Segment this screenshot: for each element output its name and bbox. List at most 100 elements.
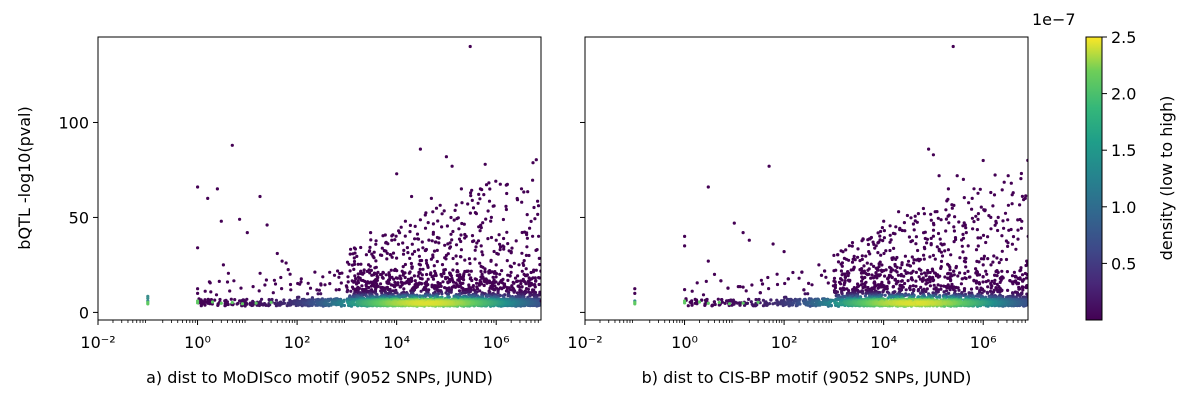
data-point [726,286,730,290]
data-point [949,279,953,283]
data-point [450,285,454,289]
data-point [765,301,769,305]
data-point [961,232,965,236]
data-point [475,241,479,245]
data-point [520,251,524,255]
data-point [884,268,888,272]
data-point [907,235,912,239]
data-point [466,202,470,206]
data-point [356,272,360,276]
data-point [395,256,399,260]
data-point [299,280,303,284]
data-point [410,194,414,199]
data-point [273,282,278,286]
data-point [369,238,373,242]
data-point [975,273,980,277]
data-point [888,240,892,244]
data-point [537,234,541,238]
data-point [348,252,352,256]
data-point [474,245,478,249]
data-point [426,277,430,281]
data-point [929,236,933,240]
data-point [410,266,414,270]
data-point [847,279,852,283]
data-point [451,280,456,284]
data-point [444,155,448,159]
data-point [1024,194,1028,198]
data-point [919,268,923,272]
data-point [919,272,924,276]
data-point [470,198,474,202]
data-point [1006,218,1010,222]
data-point [944,217,949,221]
data-point [992,254,996,258]
data-point [975,286,979,290]
data-point [477,192,481,196]
data-point [1018,203,1022,207]
data-point [352,259,357,264]
data-point [262,302,267,306]
data-point [416,237,421,241]
data-point [506,273,510,277]
data-point [505,191,509,196]
data-point [369,231,373,235]
data-point [538,276,541,280]
data-point [401,241,405,245]
data-point [464,288,468,292]
data-point [460,201,464,205]
data-point [989,227,993,231]
data-point [534,158,538,162]
data-point [903,229,907,233]
data-point [823,269,827,273]
data-point [967,275,972,279]
data-point [353,274,357,278]
data-point [974,281,979,285]
data-point [498,272,502,276]
data-point [494,238,498,242]
data-point [428,272,433,276]
data-point [454,243,459,247]
data-point [416,248,420,252]
data-point [773,301,777,305]
data-point [909,271,913,275]
data-point [686,304,690,308]
data-point [932,223,936,227]
data-point [961,250,965,254]
data-point [442,209,446,213]
data-point [962,289,967,293]
data-point [534,248,538,252]
data-point [871,276,876,280]
data-point [982,257,986,261]
data-point [486,209,490,213]
data-point [417,271,421,275]
data-point [860,239,864,243]
data-point [1007,228,1011,232]
data-point [761,298,766,302]
data-point [352,267,356,271]
data-point [288,272,292,276]
data-point [767,302,772,306]
data-point [196,291,200,295]
data-point [883,293,887,297]
data-point [895,270,899,274]
data-point [430,275,434,279]
data-point [443,243,447,247]
data-point [459,248,463,252]
data-point [317,288,321,292]
data-point [950,282,954,286]
data-point [908,288,912,292]
data-point [908,264,913,268]
data-point [981,275,985,279]
data-point [459,255,463,259]
data-point [952,240,956,244]
data-point [956,274,960,278]
data-point [450,238,454,242]
data-point [354,288,358,292]
data-point [986,235,990,239]
data-point [1006,174,1010,178]
data-point [952,203,956,207]
data-point [536,212,540,216]
data-point [900,228,904,233]
data-point [939,250,944,254]
data-point [312,300,316,304]
